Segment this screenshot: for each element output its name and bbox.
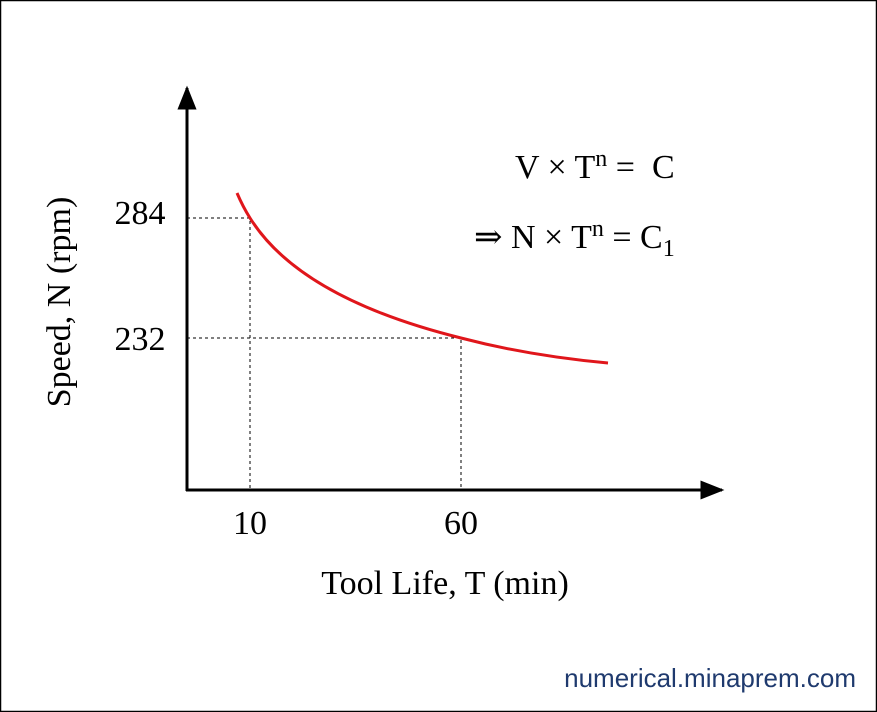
equation: ⇒ N × Tn = C1	[474, 216, 675, 262]
equation-part: = C	[604, 219, 663, 256]
equation-part: = C	[607, 149, 674, 186]
equation-sup: n	[595, 146, 607, 172]
x-tick-label: 60	[444, 505, 478, 542]
equation-part: ⇒ N × T	[474, 219, 592, 256]
equation-sup: n	[592, 216, 604, 242]
y-tick-label: 232	[115, 321, 166, 358]
x-axis-label: Tool Life, T (min)	[321, 565, 569, 602]
y-axis-label: Speed, N (rpm)	[41, 197, 78, 408]
watermark: numerical.minaprem.com	[564, 663, 856, 693]
x-tick-label: 10	[233, 505, 267, 542]
curve	[235, 192, 609, 365]
equation-sub: 1	[663, 236, 675, 262]
equation-part: V × T	[515, 149, 596, 186]
equation: V × Tn = C	[515, 146, 675, 186]
y-tick-label: 284	[115, 195, 166, 232]
